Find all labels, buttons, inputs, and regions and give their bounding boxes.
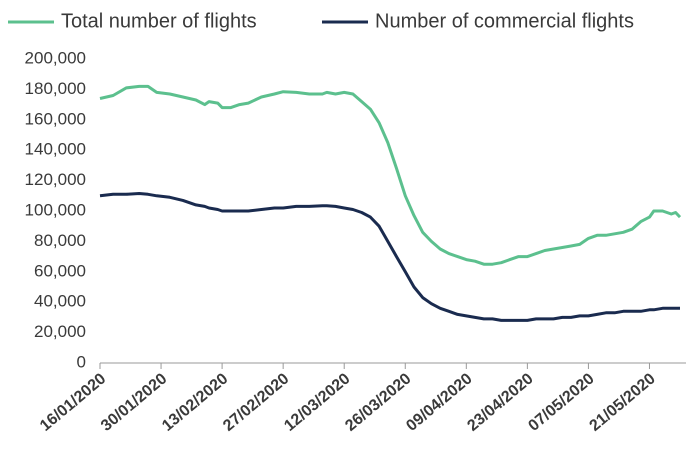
x-tick-label: 30/01/2020 [98,370,170,435]
x-tick-label: 21/05/2020 [586,370,658,435]
y-tick-label: 0 [77,352,86,371]
y-tick-label: 200,000 [25,48,86,67]
x-tick-label: 09/04/2020 [403,370,475,435]
legend-label: Number of commercial flights [375,10,634,32]
y-tick-label: 40,000 [34,292,86,311]
y-tick-label: 20,000 [34,322,86,341]
y-tick-label: 100,000 [25,200,86,219]
y-tick-label: 160,000 [25,109,86,128]
x-tick-label: 26/03/2020 [342,370,414,435]
x-tick-label: 16/01/2020 [37,370,109,435]
x-tick-label: 12/03/2020 [281,370,353,435]
y-tick-label: 80,000 [34,231,86,250]
y-tick-label: 140,000 [25,140,86,159]
line-series [99,84,682,266]
x-tick-label: 07/05/2020 [525,370,597,435]
y-tick-label: 180,000 [25,79,86,98]
y-tick-label: 120,000 [25,170,86,189]
x-tick-label: 27/02/2020 [220,370,292,435]
x-tick-label: 23/04/2020 [464,370,536,435]
y-tick-label: 60,000 [34,261,86,280]
legend-label: Total number of flights [61,10,257,32]
line-series [99,192,680,322]
x-tick-label: 13/02/2020 [159,370,231,435]
